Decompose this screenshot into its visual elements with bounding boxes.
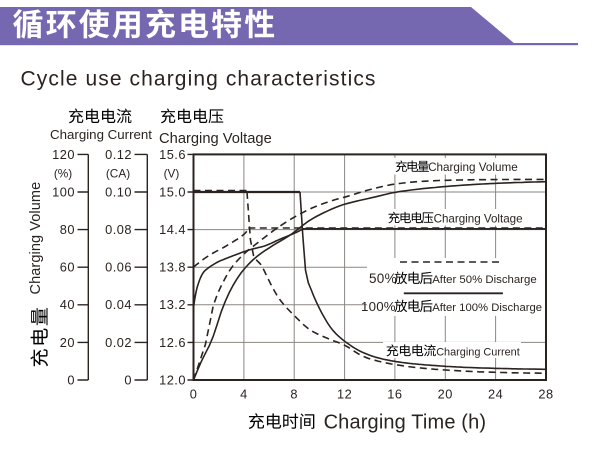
svg-text:8: 8	[290, 386, 298, 401]
svg-text:Charging Current: Charging Current	[436, 346, 520, 358]
svg-text:0: 0	[67, 372, 75, 387]
svg-text:20: 20	[438, 386, 453, 401]
svg-text:13.8: 13.8	[159, 260, 186, 275]
svg-text:0.04: 0.04	[105, 297, 132, 312]
svg-text:(CA): (CA)	[106, 166, 130, 180]
svg-text:Charging Voltage: Charging Voltage	[159, 131, 272, 147]
svg-text:120: 120	[52, 147, 75, 162]
svg-text:(V): (V)	[164, 166, 180, 180]
svg-text:(%): (%)	[54, 166, 72, 180]
svg-text:0.12: 0.12	[105, 147, 132, 162]
svg-text:50%: 50%	[369, 271, 397, 286]
svg-text:28: 28	[538, 386, 553, 401]
svg-text:Cycle use charging characteris: Cycle use charging characteristics	[21, 68, 377, 91]
svg-text:14.4: 14.4	[159, 222, 186, 237]
svg-text:15.6: 15.6	[159, 147, 186, 162]
svg-text:13.2: 13.2	[159, 297, 186, 312]
svg-text:Charging Volume: Charging Volume	[428, 161, 518, 174]
svg-text:40: 40	[60, 297, 75, 312]
svg-text:24: 24	[488, 386, 503, 401]
svg-text:20: 20	[60, 335, 75, 350]
svg-text:0.06: 0.06	[105, 260, 132, 275]
svg-text:15.0: 15.0	[159, 184, 186, 199]
svg-text:16: 16	[387, 386, 402, 401]
svg-text:60: 60	[60, 260, 75, 275]
svg-text:4: 4	[240, 386, 248, 401]
svg-text:12.6: 12.6	[159, 335, 186, 350]
svg-text:Charging Time (h): Charging Time (h)	[324, 412, 487, 434]
svg-text:Charging Voltage: Charging Voltage	[434, 212, 523, 225]
svg-text:Charging Volume: Charging Volume	[28, 182, 44, 295]
svg-text:After 50% Discharge: After 50% Discharge	[432, 274, 536, 286]
svg-text:0: 0	[124, 372, 132, 387]
svg-text:Charging Current: Charging Current	[50, 127, 152, 142]
svg-text:0.08: 0.08	[105, 222, 132, 237]
svg-text:100: 100	[52, 184, 75, 199]
svg-text:12: 12	[337, 386, 352, 401]
svg-text:0: 0	[190, 386, 198, 401]
svg-text:100%: 100%	[361, 299, 396, 314]
svg-text:0.10: 0.10	[105, 184, 132, 199]
svg-text:After 100% Discharge: After 100% Discharge	[432, 302, 542, 314]
svg-text:0.02: 0.02	[105, 335, 132, 350]
svg-text:12.0: 12.0	[159, 372, 186, 387]
svg-text:80: 80	[60, 222, 75, 237]
